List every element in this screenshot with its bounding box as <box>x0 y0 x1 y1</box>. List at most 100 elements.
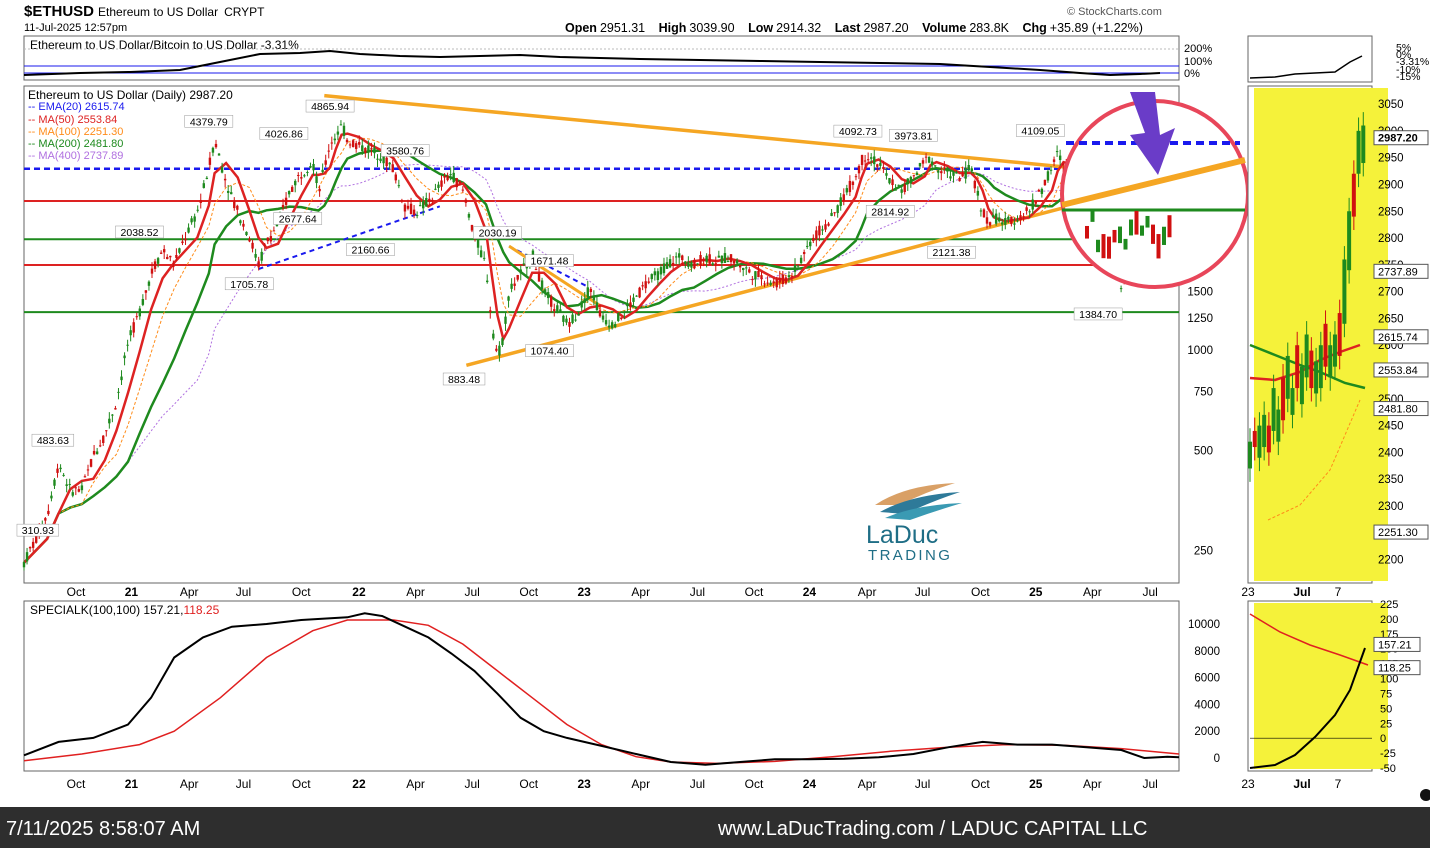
candle-body <box>370 148 373 150</box>
candle-body <box>723 253 727 263</box>
candle-body <box>1019 215 1022 221</box>
candle-body <box>662 263 666 274</box>
candle-body <box>47 510 50 515</box>
candle-body <box>1034 201 1037 204</box>
x-tick: Oct <box>67 585 86 599</box>
zoom-candle-body <box>1332 334 1337 367</box>
x-tick: Apr <box>1083 777 1102 791</box>
high-value: 3039.90 <box>689 21 735 35</box>
candle-body <box>281 204 285 208</box>
candle-body <box>873 156 876 165</box>
candle-body <box>812 237 815 241</box>
zoom-candle-body <box>1304 334 1309 378</box>
candle-body <box>824 224 827 230</box>
candle-body <box>65 484 68 486</box>
pivot-label: 1705.78 <box>224 277 274 291</box>
zoom-value-badge: 2615.74 <box>1373 329 1429 345</box>
price-ytick: 250 <box>1194 546 1213 558</box>
candle-body <box>22 562 26 568</box>
candle-body <box>50 495 53 499</box>
candle-body <box>769 282 772 285</box>
candle-body <box>559 309 562 312</box>
candle-body <box>687 262 690 267</box>
candle-body <box>1031 199 1034 210</box>
candle-body <box>912 175 916 177</box>
candle-body <box>482 257 486 259</box>
ma100-legend: -- MA(100) 2251.30 <box>28 125 124 138</box>
ma400-line <box>23 163 1180 564</box>
candle-body <box>318 188 321 192</box>
ma200-line <box>23 146 1181 564</box>
pivot-label: 2030.19 <box>473 226 522 240</box>
zoom-circle-candle <box>1134 210 1139 235</box>
pivot-label: 4026.86 <box>259 127 309 140</box>
candle-body <box>117 391 120 393</box>
x-tick: Oct <box>971 777 990 791</box>
candle-body <box>924 156 928 158</box>
candle-body <box>668 259 672 268</box>
zoom-ytick: 2800 <box>1378 233 1404 245</box>
pivot-box <box>833 124 883 138</box>
candle-body <box>452 172 455 183</box>
ohlc-bar: Open 2951.31 High 3039.90 Low 2914.32 Last 2… <box>565 21 1143 35</box>
zoom-circle-candle <box>1118 226 1122 244</box>
candle-body <box>1046 171 1050 181</box>
ma50-line <box>23 132 1181 564</box>
pivot-label: 4109.05 <box>1016 124 1065 138</box>
candle-body <box>952 171 955 176</box>
pivot-text: 2121.38 <box>932 247 970 259</box>
trendline-orange-short <box>508 244 603 308</box>
candle-body <box>793 265 797 272</box>
candle-body <box>818 225 821 236</box>
candle-body <box>522 263 525 265</box>
candle-body <box>556 305 559 312</box>
zoom-specialk-ytick: 200 <box>1380 614 1398 626</box>
x-tick: Apr <box>858 585 877 599</box>
candle-body <box>461 189 465 191</box>
candle-body <box>223 178 227 181</box>
candle-body <box>927 156 931 163</box>
candle-body <box>44 518 47 521</box>
pivot-box <box>346 243 395 256</box>
zoom-badge-text: 2737.89 <box>1378 266 1418 278</box>
candle-body <box>56 468 59 473</box>
candle-body <box>946 167 949 172</box>
candle-body <box>385 157 388 167</box>
zoom-specialk-ytick: 75 <box>1380 688 1392 700</box>
pivot-label: 883.48 <box>442 372 486 386</box>
candle-body <box>464 199 468 203</box>
x-tick: Jul <box>690 777 705 791</box>
pivot-label: 2814.92 <box>865 205 915 218</box>
candle-body <box>156 258 160 264</box>
ratio-ytick-100: 100% <box>1184 56 1212 68</box>
zoom-candle-body <box>1295 345 1300 389</box>
x-tick: Oct <box>519 585 538 599</box>
candle-body <box>580 301 583 308</box>
candle-body <box>403 204 407 212</box>
candle-body <box>620 317 623 320</box>
zoom-circle-candle <box>1096 239 1100 253</box>
pivot-box <box>31 433 75 447</box>
candle-body <box>358 142 361 145</box>
candle-body <box>105 430 108 432</box>
candle-body <box>940 171 943 174</box>
candle-body <box>851 181 855 186</box>
candle-body <box>766 282 769 284</box>
candle-body <box>364 148 367 153</box>
x-tick: Oct <box>971 585 990 599</box>
zoom-candle-body <box>1337 313 1342 356</box>
candle-body <box>684 261 687 264</box>
candle-body <box>906 178 909 185</box>
candle-body <box>546 292 550 299</box>
zoom-candle-body <box>1248 441 1252 469</box>
candle-body <box>787 275 791 278</box>
pivot-label: 4092.73 <box>833 124 883 138</box>
pivot-label: 2677.64 <box>273 212 323 226</box>
candle-body <box>614 324 617 328</box>
zoom-ytick: 2850 <box>1378 206 1404 218</box>
zoom-candle-body <box>1276 409 1281 442</box>
candle-body <box>836 205 839 214</box>
candle-body <box>729 254 733 263</box>
candle-body <box>964 167 967 179</box>
candle-body <box>870 157 873 159</box>
